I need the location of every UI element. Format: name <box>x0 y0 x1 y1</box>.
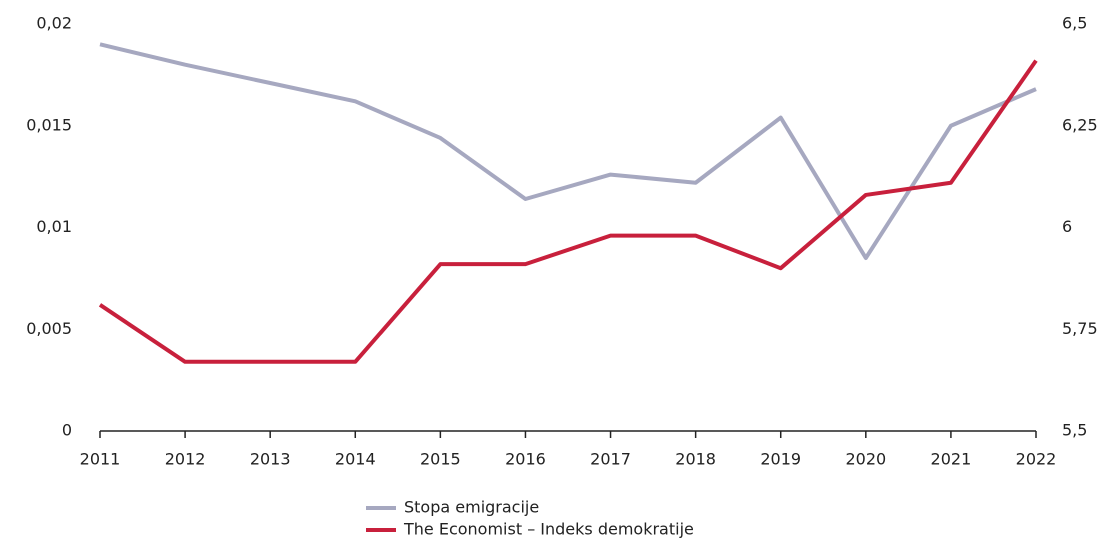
x-tick-label: 2020 <box>845 450 886 469</box>
x-tick-label: 2013 <box>250 450 291 469</box>
series-line <box>98 59 1038 364</box>
x-tick-label: 2011 <box>80 450 121 469</box>
x-tick-label: 2019 <box>760 450 801 469</box>
y-tick-label: 6,25 <box>1062 115 1098 134</box>
x-tick-label: 2016 <box>505 450 546 469</box>
series-line <box>99 42 1037 261</box>
x-tick-label: 2021 <box>931 450 972 469</box>
x-tick-label: 2015 <box>420 450 461 469</box>
x-tick-label: 2022 <box>1016 450 1057 469</box>
y-tick-label: 0,015 <box>26 115 72 134</box>
y-tick-label: 6 <box>1062 217 1072 236</box>
x-tick-label: 2014 <box>335 450 376 469</box>
legend-label: The Economist – Indeks demokratije <box>403 520 694 539</box>
legend-label: Stopa emigracije <box>404 498 539 517</box>
y-tick-label: 5,75 <box>1062 319 1098 338</box>
y-tick-label: 0,005 <box>26 319 72 338</box>
y-tick-label: 0 <box>62 421 72 440</box>
y-tick-label: 5,5 <box>1062 421 1087 440</box>
x-tick-label: 2012 <box>165 450 206 469</box>
y-tick-label: 0,02 <box>36 14 72 33</box>
x-tick-label: 2018 <box>675 450 716 469</box>
y-tick-label: 0,01 <box>36 217 72 236</box>
x-tick-label: 2017 <box>590 450 631 469</box>
y-tick-label: 6,5 <box>1062 14 1087 33</box>
